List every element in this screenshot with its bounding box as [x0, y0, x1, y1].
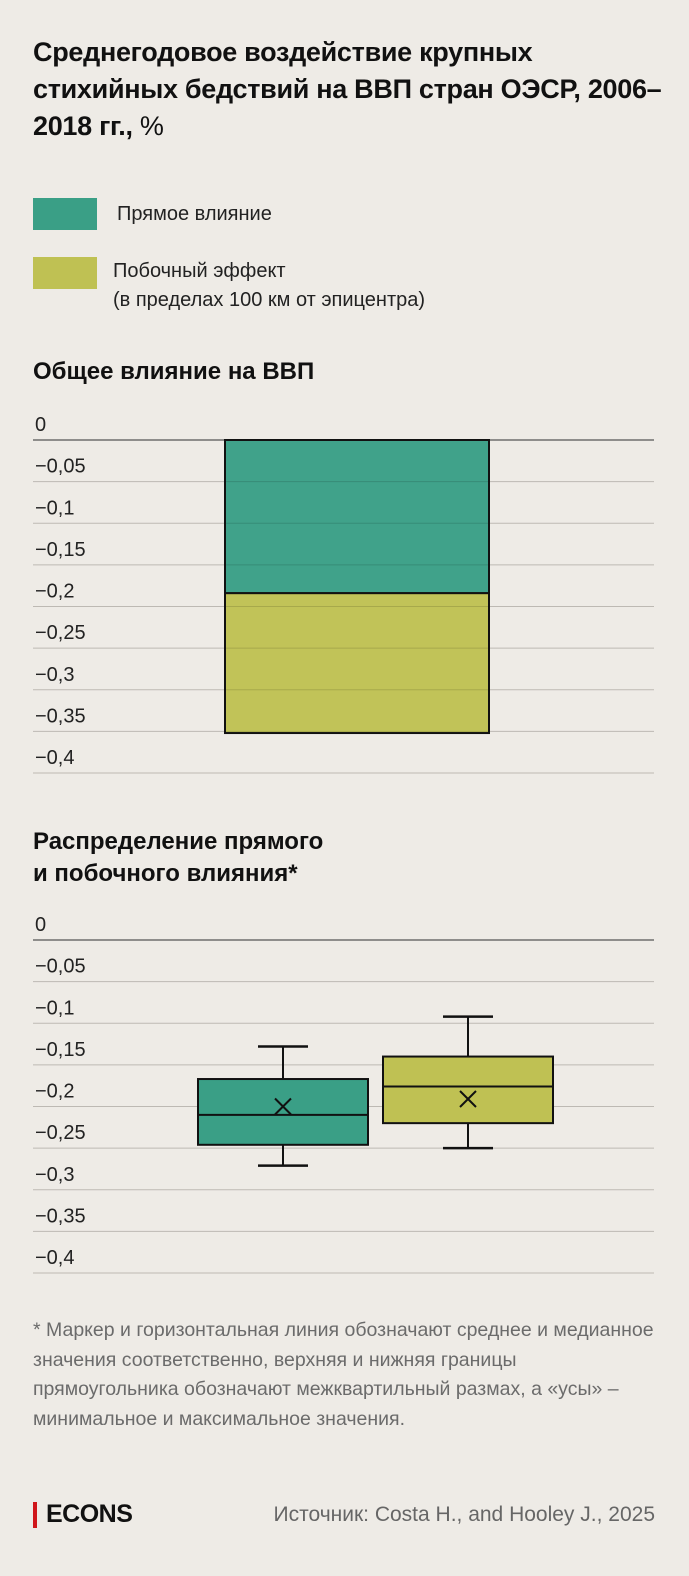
bar-chart-title: Общее влияние на ВВП — [33, 358, 315, 385]
y-tick-label: −0,05 — [35, 456, 86, 478]
box-direct — [197, 1078, 369, 1146]
y-tick-label: −0,4 — [35, 747, 74, 769]
y-tick-label: −0,15 — [35, 539, 86, 561]
legend-label: Прямое влияние — [117, 203, 272, 225]
y-tick-label: −0,25 — [35, 622, 86, 644]
mean-marker — [459, 1090, 477, 1108]
logo-bar — [33, 1501, 37, 1528]
footnote: * Маркер и горизонтальная линия обознача… — [33, 1319, 654, 1430]
title-unit: % — [132, 111, 164, 141]
y-tick-label: 0 — [35, 914, 46, 936]
legend-swatch-direct — [33, 198, 97, 230]
y-tick-label: −0,1 — [35, 497, 74, 519]
legend-label: Побочный эффект (в пределах 100 км от эп… — [113, 260, 426, 311]
y-tick-label: −0,2 — [35, 1081, 74, 1103]
footer: ECONS Источник: Costa H., and Hooley J.,… — [33, 1500, 655, 1529]
stacked-bar-chart: 0 −0,05 −0,1 −0,15 −0,2 −0,25 −0,3 −0,35 −0,4 — [33, 414, 654, 774]
legend-item-spillover: Побочный эффект (в пределах 100 км от эп… — [33, 257, 425, 315]
legend-swatch-spillover — [33, 257, 97, 289]
legend-item-direct: Прямое влияние — [33, 198, 272, 230]
y-tick-label: −0,05 — [35, 956, 86, 978]
title-text: Среднегодовое воздействие крупных стихий… — [33, 37, 662, 141]
y-tick-label: 0 — [35, 414, 46, 436]
y-tick-label: −0,3 — [35, 1164, 74, 1186]
box-spillover — [382, 1055, 554, 1125]
y-tick-label: −0,2 — [35, 581, 74, 603]
source: Источник: Costa H., and Hooley J., 2025 — [273, 1502, 655, 1526]
y-tick-label: −0,1 — [35, 997, 74, 1019]
y-tick-label: −0,4 — [35, 1247, 74, 1269]
y-tick-label: −0,15 — [35, 1039, 86, 1061]
y-tick-label: −0,35 — [35, 1205, 86, 1227]
box-chart-title: Распределение прямого и побочного влияни… — [33, 828, 324, 887]
bar-direct — [224, 439, 490, 595]
bar-spillover — [224, 592, 490, 735]
y-tick-label: −0,3 — [35, 664, 74, 686]
logo-text: ECONS — [46, 1500, 133, 1528]
mean-marker — [274, 1097, 292, 1116]
y-tick-label: −0,25 — [35, 1122, 86, 1144]
econs-logo: ECONS — [33, 1500, 133, 1529]
box-plot-chart: 0 −0,05 −0,1 −0,15 −0,2 −0,25 −0,3 −0,35 −0,4 — [33, 914, 654, 1274]
y-tick-label: −0,35 — [35, 705, 86, 727]
chart-title: Среднегодовое воздействие крупных стихий… — [33, 34, 673, 145]
